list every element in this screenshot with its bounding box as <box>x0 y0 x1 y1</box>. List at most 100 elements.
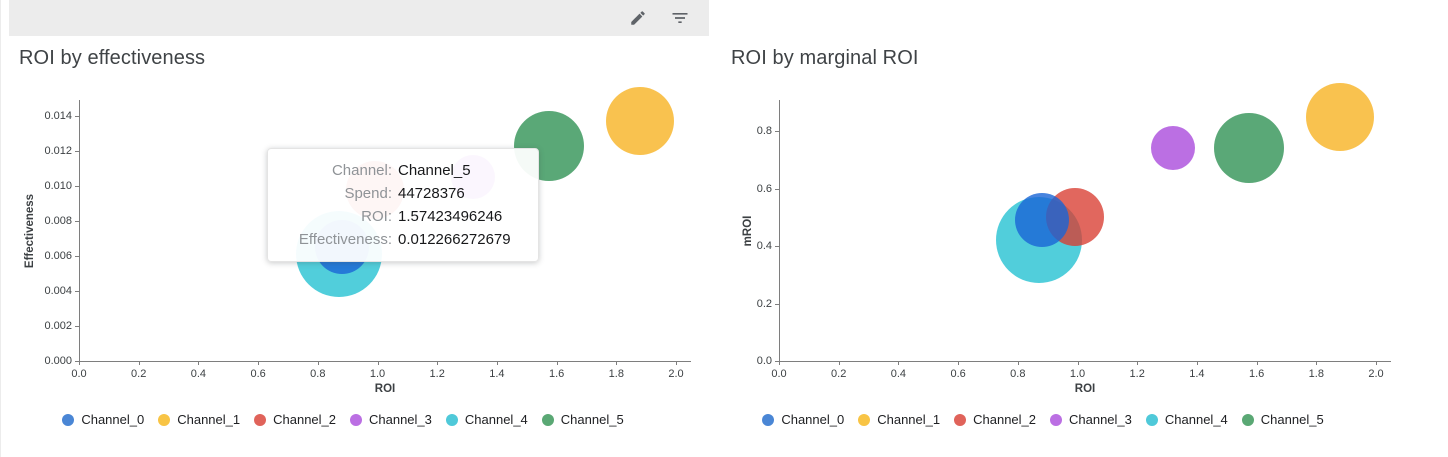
x-tick-mark <box>258 361 260 365</box>
tooltip-value: 0.012266272679 <box>398 231 511 248</box>
legend-dot-icon <box>858 413 871 426</box>
x-tick-label: 0.0 <box>771 368 787 380</box>
y-tick-label: 0.004 <box>44 285 72 297</box>
y-tick-label: 0.008 <box>44 215 72 227</box>
x-tick-mark <box>79 361 80 365</box>
legend-item-label: Channel_5 <box>1260 412 1324 427</box>
legend-item-channel_5[interactable]: Channel_5 <box>1241 412 1324 427</box>
x-tick-label: 0.8 <box>310 368 326 380</box>
filter-button[interactable] <box>663 3 697 33</box>
x-tick-mark <box>1316 361 1318 365</box>
x-tick-label: 1.8 <box>608 368 624 380</box>
x-tick-label: 2.0 <box>1368 368 1384 380</box>
tooltip-row: Spend: 44728376 <box>280 182 524 205</box>
bubble-channel_3[interactable] <box>1151 126 1196 171</box>
x-tick-label: 0.4 <box>890 368 907 380</box>
bubble-channel_1[interactable] <box>1306 82 1375 151</box>
legend-item-channel_3[interactable]: Channel_3 <box>1050 412 1132 427</box>
edit-icon <box>631 11 645 25</box>
y-tick-mark <box>75 186 79 187</box>
tooltip-label: ROI: <box>361 208 392 225</box>
legend-right: Channel_0 Channel_1 Channel_2 Channel_3 Chan… <box>701 412 1385 427</box>
y-tick-mark <box>775 188 779 190</box>
legend-dot-icon <box>62 413 75 426</box>
filter-list-icon <box>672 13 688 23</box>
tooltip-label: Channel: <box>331 162 392 179</box>
y-tick-mark <box>75 116 79 117</box>
x-tick-label: 1.2 <box>429 368 445 380</box>
legend-item-channel_4[interactable]: Channel_4 <box>1145 412 1228 427</box>
legend-item-label: Channel_3 <box>1069 412 1132 427</box>
legend-item-channel_2[interactable]: Channel_2 <box>254 412 336 427</box>
x-tick-mark <box>377 361 379 365</box>
bubble-channel_0[interactable] <box>1014 193 1069 248</box>
tooltip-row: ROI: 1.57423496246 <box>280 205 524 228</box>
y-tick-label: 0.8 <box>756 125 772 137</box>
y-tick-mark <box>75 256 79 257</box>
x-tick-label: 1.4 <box>489 368 505 380</box>
y-axis-title-mroi: mROI <box>742 215 754 247</box>
tooltip-value: Channel_5 <box>398 162 471 179</box>
legend-item-channel_1[interactable]: Channel_1 <box>858 412 940 427</box>
legend-item-channel_1[interactable]: Channel_1 <box>158 412 240 427</box>
x-tick-mark <box>838 361 840 365</box>
x-tick-mark <box>198 361 200 365</box>
legend-dot-icon <box>954 413 967 426</box>
x-tick-mark <box>556 361 558 365</box>
legend-dot-icon <box>350 413 362 426</box>
legend-item-channel_2[interactable]: Channel_2 <box>954 412 1036 427</box>
legend-dot-icon <box>762 413 775 426</box>
x-tick-label: 0.6 <box>250 368 266 380</box>
x-tick-label: 0.4 <box>190 368 207 380</box>
y-tick-label: 0.006 <box>44 250 72 262</box>
y-tick-label: 0.000 <box>44 355 72 367</box>
legend-item-channel_4[interactable]: Channel_4 <box>445 412 528 427</box>
tooltip-label: Effectiveness: <box>298 231 392 248</box>
x-tick-mark <box>616 361 618 365</box>
y-tick-label: 0.4 <box>756 240 772 252</box>
x-tick-label: 1.0 <box>369 368 386 380</box>
legend-dot-icon <box>1145 413 1158 426</box>
y-tick-mark <box>775 131 779 132</box>
legend-item-channel_3[interactable]: Channel_3 <box>350 412 432 427</box>
x-tick-label: 0.8 <box>1010 368 1026 380</box>
x-tick-mark <box>437 361 439 365</box>
chart-toolbar <box>9 0 709 36</box>
x-axis-title-right: ROI <box>1074 383 1096 395</box>
datapoint-tooltip: Channel: Channel_5 Spend: 44728376 ROI: … <box>267 148 539 262</box>
tooltip-row: Channel: Channel_5 <box>280 159 524 182</box>
y-axis-line <box>779 100 780 361</box>
legend-dot-icon <box>254 413 267 426</box>
x-tick-mark <box>1017 361 1019 365</box>
legend-item-channel_0[interactable]: Channel_0 <box>762 412 844 427</box>
x-tick-mark <box>317 361 319 365</box>
y-tick-label: 0.014 <box>44 110 72 122</box>
x-tick-label: 1.4 <box>1189 368 1205 380</box>
tooltip-value: 44728376 <box>398 185 465 202</box>
x-tick-label: 0.0 <box>71 368 87 380</box>
x-tick-label: 0.6 <box>950 368 966 380</box>
y-axis-line <box>79 100 80 361</box>
x-tick-mark <box>958 361 960 365</box>
bubble-channel_5[interactable] <box>1213 113 1284 184</box>
x-tick-mark <box>898 361 900 365</box>
chart-title-marginal-roi: ROI by marginal ROI <box>731 47 919 69</box>
legend-item-label: Channel_1 <box>877 412 941 427</box>
legend-dot-icon <box>1050 413 1062 426</box>
y-tick-label: 0.002 <box>44 320 72 332</box>
y-axis-title-effectiveness: Effectiveness <box>24 193 36 269</box>
legend-dot-icon <box>1241 413 1254 426</box>
x-tick-mark <box>1196 361 1198 365</box>
x-tick-label: 1.2 <box>1129 368 1145 380</box>
y-tick-label: 0.010 <box>44 180 72 192</box>
y-tick-mark <box>775 246 779 247</box>
legend-item-label: Channel_4 <box>1164 412 1228 427</box>
legend-item-channel_5[interactable]: Channel_5 <box>541 412 624 427</box>
x-tick-mark <box>1376 361 1377 365</box>
edit-button[interactable] <box>621 3 655 33</box>
bubble-channel_1[interactable] <box>606 87 675 156</box>
x-tick-mark <box>779 361 780 365</box>
x-tick-label: 1.6 <box>1248 368 1265 380</box>
legend-item-channel_0[interactable]: Channel_0 <box>62 412 144 427</box>
